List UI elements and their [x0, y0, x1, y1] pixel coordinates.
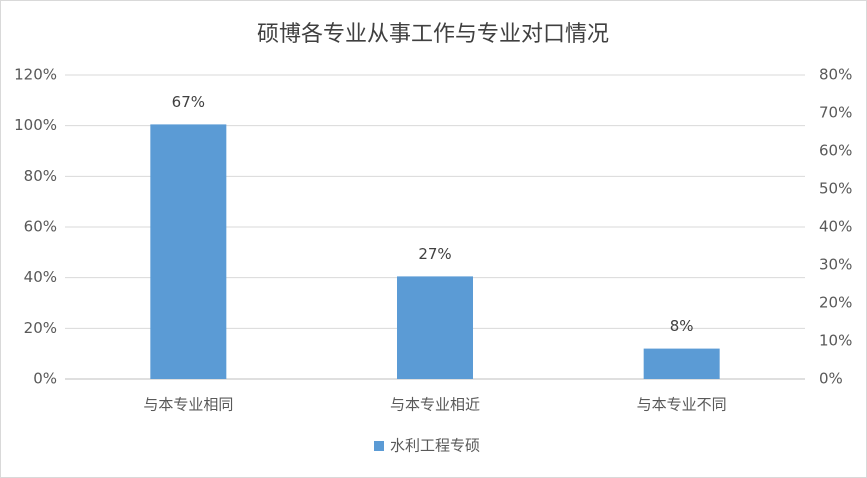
bar — [150, 124, 227, 380]
data-label: 67% — [172, 93, 205, 111]
y-tick-label: 100% — [14, 116, 57, 134]
legend-swatch — [374, 441, 384, 451]
y-tick-label: 120% — [14, 66, 57, 84]
y-tick-label: 60% — [24, 218, 57, 236]
y2-tick-label: 80% — [819, 66, 852, 84]
y2-tick-label: 70% — [819, 104, 852, 122]
y2-tick-label: 10% — [819, 332, 852, 350]
y2-tick-label: 30% — [819, 256, 852, 274]
y-tick-label: 20% — [24, 319, 57, 337]
legend-label: 水利工程专硕 — [390, 437, 480, 455]
y-tick-label: 0% — [33, 370, 57, 388]
y-tick-label: 40% — [24, 268, 57, 286]
data-label: 27% — [418, 245, 451, 263]
bar — [397, 276, 473, 379]
y2-tick-label: 60% — [819, 142, 852, 160]
x-tick-label: 与本专业相近 — [390, 396, 480, 414]
chart-title: 硕博各专业从事工作与专业对口情况 — [257, 22, 609, 47]
y2-tick-label: 20% — [819, 294, 852, 312]
y2-tick-label: 0% — [819, 370, 843, 388]
data-label: 8% — [670, 317, 694, 335]
y-tick-label: 80% — [24, 167, 57, 185]
x-tick-label: 与本专业相同 — [143, 396, 233, 414]
bar — [643, 348, 720, 379]
y2-tick-label: 50% — [819, 180, 852, 198]
x-tick-label: 与本专业不同 — [637, 396, 727, 414]
y2-tick-label: 40% — [819, 218, 852, 236]
